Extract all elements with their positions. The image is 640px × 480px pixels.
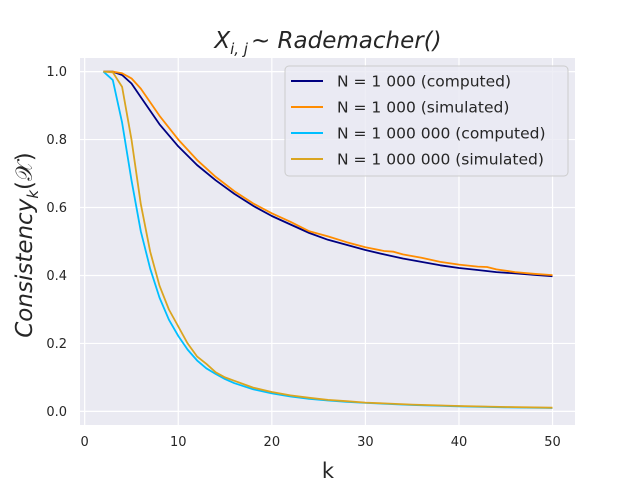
series-layer — [102, 70, 553, 409]
legend-item: N = 1 000 (simulated) — [291, 99, 509, 117]
x-tick-label: 30 — [357, 435, 374, 450]
x-tick-label: 0 — [81, 435, 89, 450]
y-tick-label: 0.8 — [46, 133, 67, 148]
x-axis-ticks: 0 10 20 30 40 50 — [81, 435, 561, 450]
legend-label: N = 1 000 000 (computed) — [337, 125, 546, 143]
x-tick-label: 20 — [264, 435, 281, 450]
legend-item: N = 1 000 (computed) — [291, 73, 511, 91]
y-tick-label: 0.6 — [46, 201, 67, 216]
legend-label: N = 1 000 (computed) — [337, 73, 511, 91]
x-tick-label: 10 — [170, 435, 187, 450]
series-line-4 — [103, 70, 553, 409]
y-tick-label: 0.4 — [46, 269, 67, 284]
legend: N = 1 000 (computed) N = 1 000 (simulated… — [284, 65, 569, 177]
series-line-1 — [103, 70, 553, 278]
x-tick-label: 50 — [544, 435, 561, 450]
legend-box — [284, 65, 569, 177]
legend-label: N = 1 000 (simulated) — [337, 99, 509, 117]
legend-item: N = 1 000 000 (simulated) — [291, 151, 544, 169]
y-tick-label: 0.2 — [46, 337, 67, 352]
y-tick-label: 1.0 — [46, 65, 67, 80]
x-axis-label: k — [322, 459, 335, 480]
legend-label: N = 1 000 000 (simulated) — [337, 151, 544, 169]
y-axis-label: Consistencyk(𝒳) — [12, 152, 42, 338]
series-line-2 — [103, 70, 553, 276]
chart-title: Xi, j ∼ Rademacher() — [213, 28, 441, 58]
legend-item: N = 1 000 000 (computed) — [291, 125, 546, 143]
y-axis-ticks: 0.0 0.2 0.4 0.6 0.8 1.0 — [46, 65, 67, 420]
y-tick-label: 0.0 — [46, 405, 67, 420]
x-tick-label: 40 — [451, 435, 468, 450]
